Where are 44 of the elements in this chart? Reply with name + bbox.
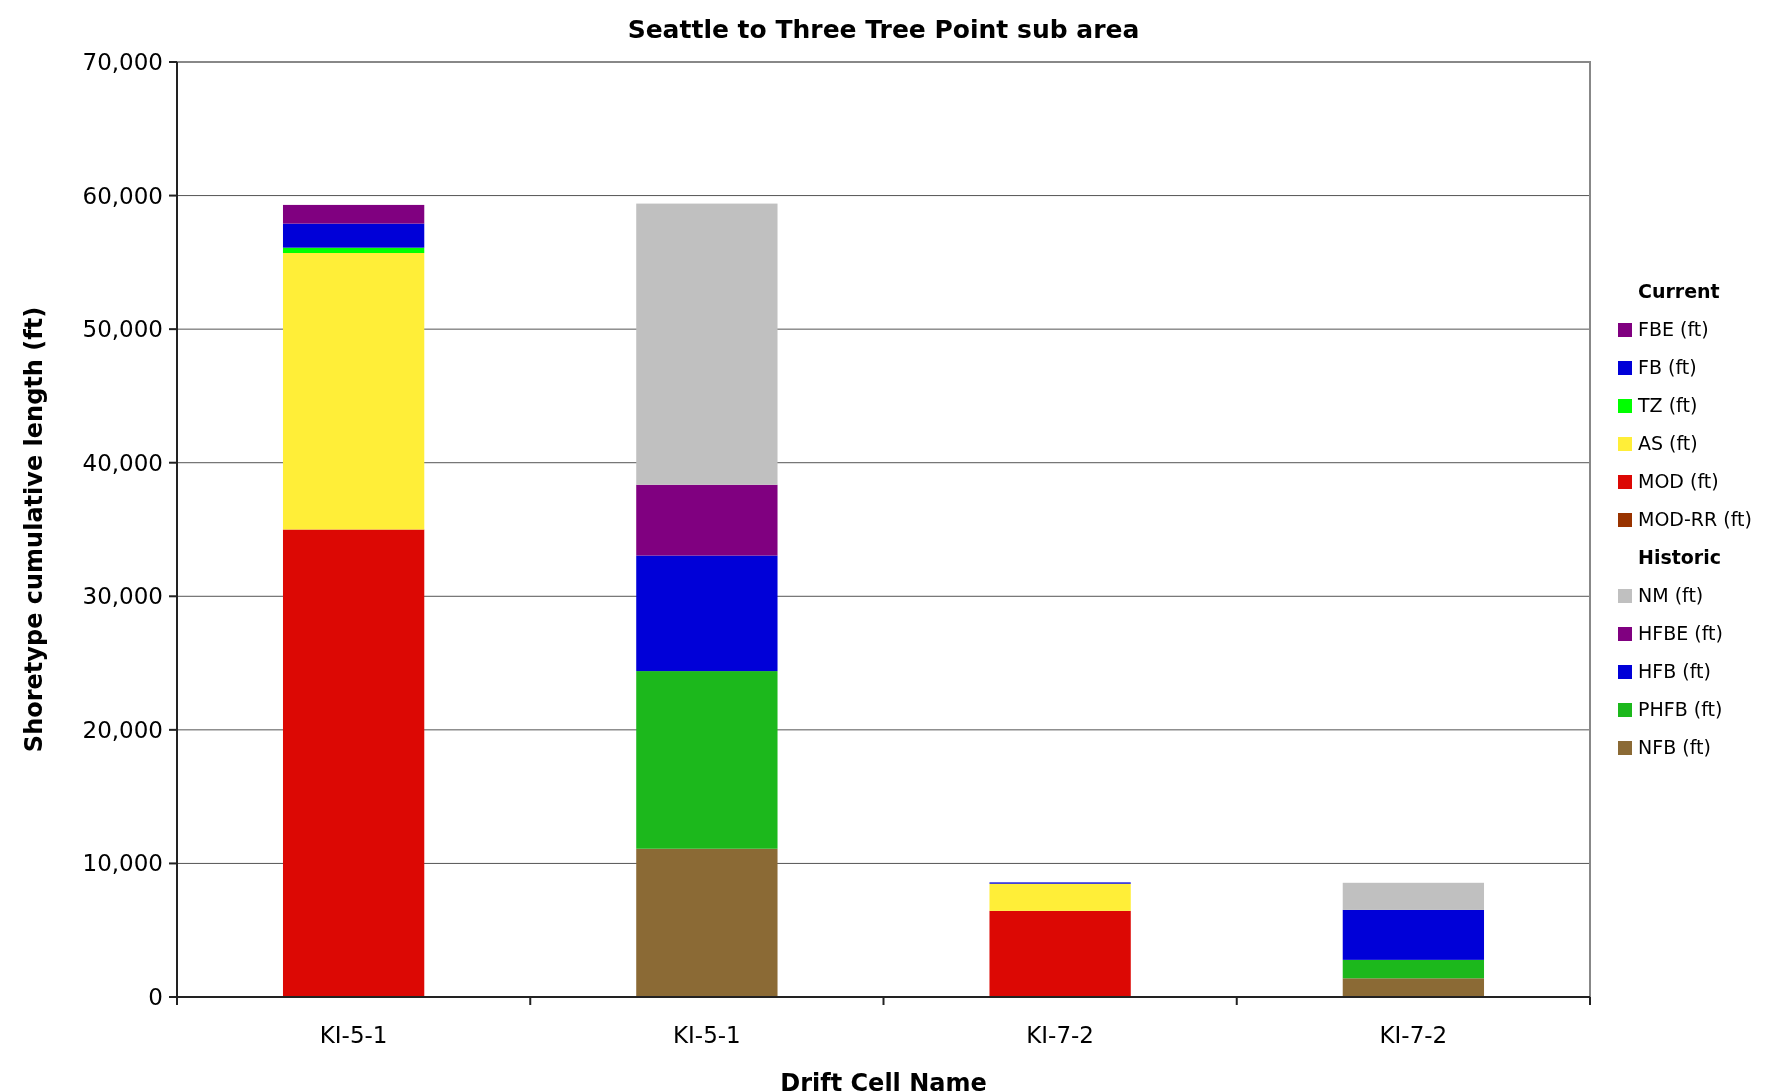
bar (1342, 959, 1485, 979)
text: Historic (1638, 546, 1722, 568)
x-tick-label: KI-7-2 (1026, 1022, 1094, 1048)
bar (1342, 909, 1485, 960)
y-tick-label: 50,000 (82, 316, 163, 343)
y-tick-label: 0 (148, 984, 163, 1011)
y-tick-label: 70,000 (82, 49, 163, 76)
legend-label: HFBE (ft) (1638, 622, 1723, 644)
chart-title: Seattle to Three Tree Point sub area (627, 15, 1140, 44)
bar (282, 223, 425, 248)
bar (636, 555, 778, 672)
bar (636, 848, 778, 997)
bar (282, 204, 425, 224)
bar (282, 253, 425, 530)
legend-label: TZ (ft) (1637, 394, 1698, 416)
bar (282, 247, 425, 254)
x-tick-label: KI-7-2 (1379, 1022, 1448, 1048)
bar (989, 910, 1131, 997)
bar (636, 484, 778, 556)
bar (989, 883, 1131, 911)
bar (636, 671, 778, 849)
y-tick-label: 20,000 (82, 716, 163, 743)
bar (282, 529, 425, 997)
y-tick-label: 30,000 (82, 583, 163, 610)
legend-label: PHFB (ft) (1638, 698, 1723, 720)
bar (636, 203, 778, 485)
legend-label: MOD (ft) (1638, 470, 1719, 492)
legend-label: AS (ft) (1638, 432, 1698, 454)
bar (1342, 882, 1485, 910)
legend-label: MOD-RR (ft) (1638, 508, 1752, 530)
legend-label: NM (ft) (1638, 584, 1704, 606)
y-axis-title: Shoretype cumulative length (ft) (20, 306, 48, 753)
text: Current (1638, 280, 1720, 302)
y-tick-label: 10,000 (82, 850, 163, 877)
legend-label: NFB (ft) (1638, 736, 1711, 758)
x-axis-title: Drift Cell Name (780, 1069, 987, 1091)
x-tick-label: KI-5-1 (319, 1022, 388, 1048)
y-tick-label: 60,000 (82, 182, 163, 209)
y-tick-label: 40,000 (82, 449, 163, 476)
legend-label: FB (ft) (1638, 356, 1697, 378)
bar (1342, 978, 1485, 997)
legend-label: HFB (ft) (1638, 660, 1711, 682)
x-tick-label: KI-5-1 (673, 1022, 741, 1048)
legend-label: FBE (ft) (1638, 318, 1709, 340)
